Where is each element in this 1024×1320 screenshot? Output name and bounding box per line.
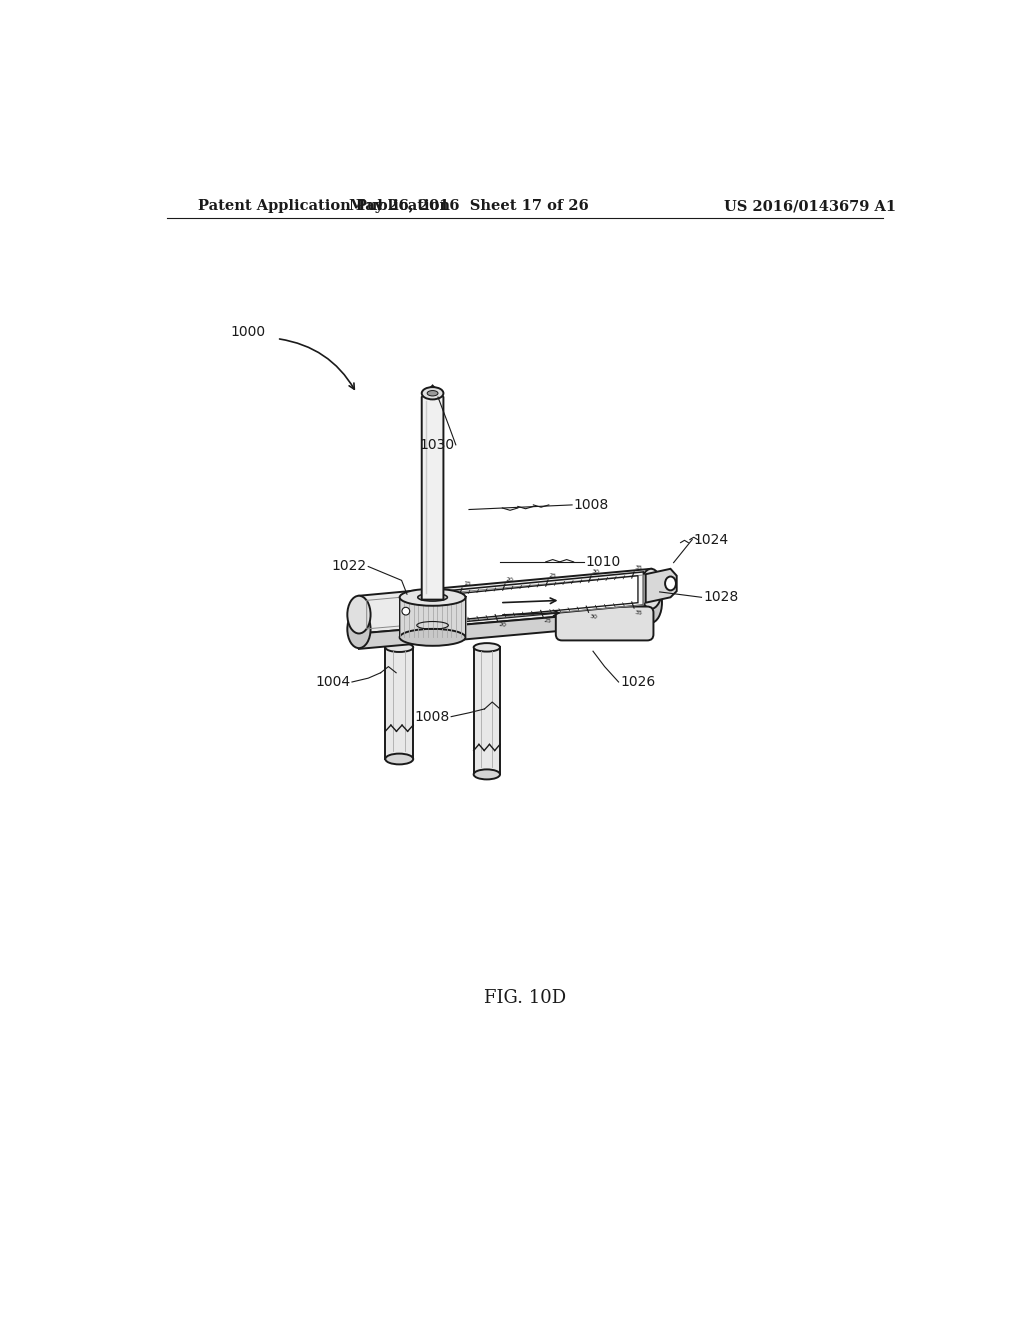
Ellipse shape (474, 643, 500, 652)
Text: 30: 30 (592, 569, 600, 574)
Ellipse shape (385, 754, 414, 764)
Ellipse shape (427, 391, 438, 396)
Ellipse shape (422, 387, 443, 400)
Text: 1008: 1008 (573, 498, 609, 512)
Text: 1024: 1024 (693, 532, 729, 546)
Text: 1008: 1008 (415, 710, 450, 723)
Ellipse shape (640, 582, 662, 623)
Text: 20: 20 (499, 622, 507, 628)
Ellipse shape (640, 569, 662, 609)
Polygon shape (359, 569, 651, 634)
FancyBboxPatch shape (556, 607, 653, 640)
Ellipse shape (665, 577, 676, 590)
Ellipse shape (399, 589, 466, 606)
Ellipse shape (474, 770, 500, 779)
Polygon shape (359, 609, 651, 649)
Text: 20: 20 (506, 577, 514, 582)
Ellipse shape (399, 628, 466, 645)
Text: 1004: 1004 (315, 675, 350, 689)
Ellipse shape (347, 610, 371, 648)
Text: 1028: 1028 (703, 590, 738, 605)
Text: US 2016/0143679 A1: US 2016/0143679 A1 (724, 199, 896, 213)
Polygon shape (474, 647, 500, 775)
Polygon shape (422, 385, 443, 599)
Polygon shape (399, 597, 466, 638)
Ellipse shape (385, 643, 414, 652)
Text: May 26, 2016  Sheet 17 of 26: May 26, 2016 Sheet 17 of 26 (349, 199, 589, 213)
Text: 30: 30 (590, 614, 598, 619)
Text: 1000: 1000 (230, 325, 266, 339)
Text: 1030: 1030 (420, 438, 455, 451)
Ellipse shape (347, 595, 371, 634)
Circle shape (402, 607, 410, 615)
Polygon shape (435, 572, 643, 624)
Text: 25: 25 (549, 573, 557, 578)
Text: 15: 15 (463, 581, 471, 586)
Text: Patent Application Publication: Patent Application Publication (198, 199, 450, 213)
Text: 1010: 1010 (586, 554, 621, 569)
Text: 25: 25 (544, 618, 552, 624)
Text: 35: 35 (635, 565, 643, 570)
Polygon shape (646, 569, 677, 603)
Polygon shape (444, 576, 638, 622)
Ellipse shape (418, 594, 447, 601)
Text: 15: 15 (453, 627, 461, 632)
Text: FIG. 10D: FIG. 10D (483, 989, 566, 1007)
Text: 1026: 1026 (621, 675, 655, 689)
Text: 1022: 1022 (332, 560, 367, 573)
Polygon shape (385, 647, 414, 759)
Text: 35: 35 (635, 610, 643, 615)
